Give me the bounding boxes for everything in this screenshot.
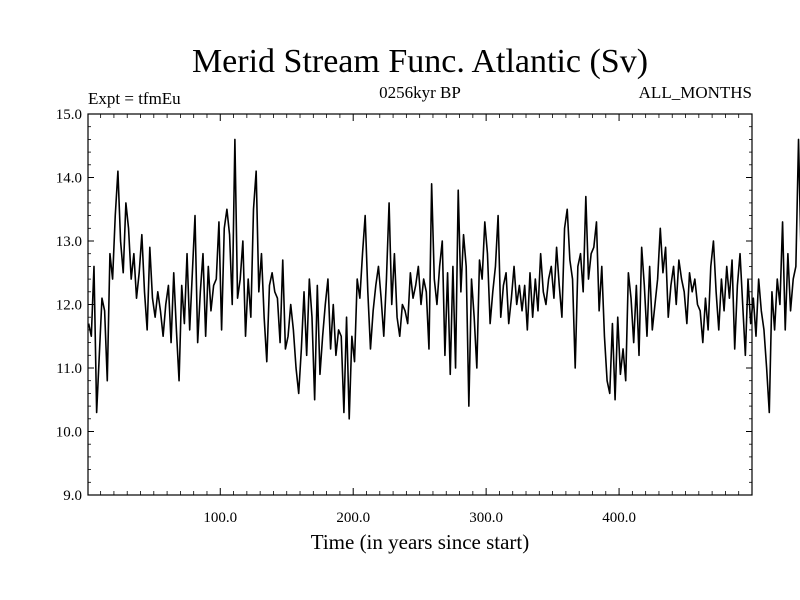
x-tick-label: 200.0 <box>336 510 370 526</box>
x-tick-label: 300.0 <box>469 510 503 526</box>
experiment-label: Expt = tfmEu <box>88 89 181 108</box>
x-tick-label: 100.0 <box>203 510 237 526</box>
period-label: 0256kyr BP <box>379 83 461 102</box>
y-tick-label: 10.0 <box>56 425 82 441</box>
y-tick-label: 15.0 <box>56 107 82 123</box>
series-line <box>87 138 800 420</box>
months-label: ALL_MONTHS <box>639 83 752 102</box>
y-tick-label: 13.0 <box>56 234 82 250</box>
x-tick-label: 400.0 <box>602 510 636 526</box>
x-axis-label: Time (in years since start) <box>311 530 530 554</box>
y-tick-label: 11.0 <box>56 361 82 377</box>
plot-frame <box>87 113 753 496</box>
chart-title: Merid Stream Func. Atlantic (Sv) <box>192 43 648 80</box>
y-tick-label: 14.0 <box>56 171 82 187</box>
y-tick-label: 9.0 <box>63 488 82 504</box>
y-tick-label: 12.0 <box>56 298 82 314</box>
axes: 9.0 10.0 11.0 12.0 13.0 14.0 15.0 100.0 200.0 300… <box>56 107 752 526</box>
